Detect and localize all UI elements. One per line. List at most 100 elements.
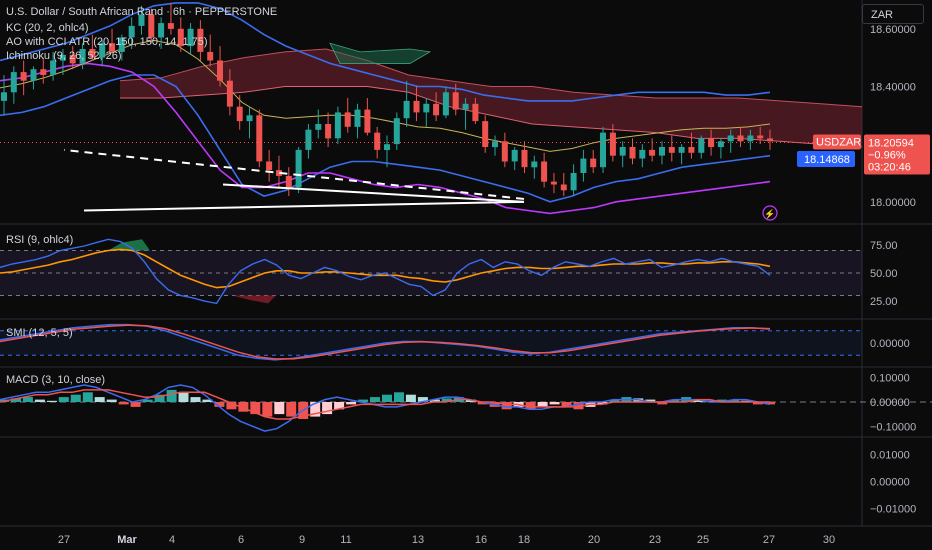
smi-axis-label: 0.00000 <box>870 338 910 350</box>
candle-body <box>482 121 489 147</box>
macd-axis-label: 0.10000 <box>870 373 910 385</box>
macd-histogram-bar <box>166 389 177 402</box>
rsi-axis-label: 50.00 <box>870 268 898 280</box>
candle-body <box>403 100 410 119</box>
candle-body <box>541 161 548 182</box>
legend-macd[interactable]: MACD (3, 10, close) <box>6 374 106 386</box>
candle-body <box>236 106 243 122</box>
candle-body <box>609 132 616 156</box>
kc-upper-band <box>0 2 771 102</box>
macd-histogram-bar <box>154 394 165 402</box>
candle-body <box>40 69 47 75</box>
candle-body <box>717 141 724 148</box>
candle-body <box>501 141 508 162</box>
macd-histogram-bar <box>262 402 273 417</box>
legend-rsi[interactable]: RSI (9, ohlc4) <box>6 234 74 246</box>
macd-histogram-bar <box>525 402 536 410</box>
legend-ichimoku[interactable]: Ichimoku (9, 26, 52, 26) <box>6 50 122 62</box>
candle-body <box>20 72 27 81</box>
macd-histogram-bar <box>645 399 656 402</box>
candle-body <box>688 147 695 153</box>
candle-body <box>109 43 115 52</box>
candle-body <box>207 51 214 61</box>
pane5-axis-label: 0.00000 <box>870 477 910 489</box>
rsi-signal-line <box>0 248 771 289</box>
macd-histogram-bar <box>82 392 93 402</box>
candle-body <box>767 138 773 142</box>
macd-histogram-bar <box>358 399 369 402</box>
candle-body <box>344 112 351 127</box>
pane5-axis-label: −0.01000 <box>870 504 916 516</box>
candle-body <box>668 147 675 153</box>
macd-histogram-bar <box>346 402 357 405</box>
candle-body <box>89 49 96 58</box>
macd-signal-line <box>0 389 770 420</box>
macd-histogram-bar <box>465 399 476 402</box>
candle-body <box>619 147 626 156</box>
time-axis-label: 23 <box>649 534 661 546</box>
legend-kc[interactable]: KC (20, 2, ohlc4) <box>6 22 89 34</box>
symbol-tag <box>813 134 861 150</box>
price-axis-label: 18.40000 <box>870 81 916 93</box>
macd-histogram-bar <box>322 402 333 415</box>
macd-histogram-bar <box>549 402 560 405</box>
candle-body <box>413 100 420 113</box>
ichimoku-cloud-bullish <box>329 42 432 64</box>
smi-signal-line <box>0 324 771 360</box>
symbol-label: USDZAR <box>816 136 861 148</box>
macd-histogram-bar <box>214 402 225 407</box>
candle-body <box>276 170 282 176</box>
macd-histogram-bar <box>429 399 440 402</box>
pane5-axis-label: 0.01000 <box>870 449 910 461</box>
macd-histogram-bar <box>226 402 237 410</box>
macd-axis-label: −0.10000 <box>870 421 916 433</box>
candle-body <box>334 112 341 139</box>
time-axis-label: 27 <box>58 534 70 546</box>
candle-body <box>580 158 587 173</box>
candle-body <box>50 60 57 75</box>
candle-body <box>30 69 37 81</box>
candle-body <box>128 25 135 38</box>
price-change-value: −0.96% <box>868 149 906 161</box>
candle-body <box>325 124 332 139</box>
macd-histogram-bar <box>370 397 380 402</box>
ichimoku-span-a <box>119 48 863 108</box>
price-axis-label: 18.60000 <box>870 24 916 36</box>
candle-body <box>678 147 685 153</box>
macd-axis-label: 0.00000 <box>870 397 910 409</box>
macd-histogram-bar <box>394 392 404 402</box>
candle-body <box>757 135 764 139</box>
legend-ao-cci[interactable]: AO with CCI ATR (20, 150, 150, 14, 1.75) <box>6 36 208 48</box>
rsi-line <box>0 238 771 305</box>
candle-body <box>374 132 381 150</box>
macd-line <box>0 384 771 432</box>
macd-histogram-bar <box>34 399 45 402</box>
candle-body <box>167 23 174 29</box>
time-axis-label: 4 <box>169 534 175 546</box>
macd-histogram-bar <box>22 397 33 402</box>
candle-body <box>393 118 400 145</box>
trendline-support <box>222 183 525 203</box>
macd-histogram-bar <box>609 399 620 402</box>
candle-body <box>511 149 518 162</box>
candle-body <box>266 161 273 171</box>
candle-body <box>442 92 449 116</box>
candle-body <box>197 28 204 52</box>
time-axis-label: 9 <box>299 534 305 546</box>
candle-body <box>187 28 194 47</box>
macd-histogram-bar <box>250 402 261 415</box>
candle-body <box>590 158 597 168</box>
candle-body <box>1 92 7 101</box>
candle-body <box>364 109 371 133</box>
legend-smi[interactable]: SMI (12, 5, 5) <box>6 327 73 339</box>
indicator-price-value: 18.14868 <box>804 154 850 166</box>
candle-body <box>570 173 577 191</box>
candle-body <box>550 181 557 185</box>
currency-button[interactable]: ZAR <box>862 4 924 24</box>
rsi-oversold-fill <box>232 295 276 304</box>
candle-body <box>639 149 646 159</box>
candle-body <box>148 14 155 38</box>
time-axis-label: 11 <box>340 534 351 546</box>
